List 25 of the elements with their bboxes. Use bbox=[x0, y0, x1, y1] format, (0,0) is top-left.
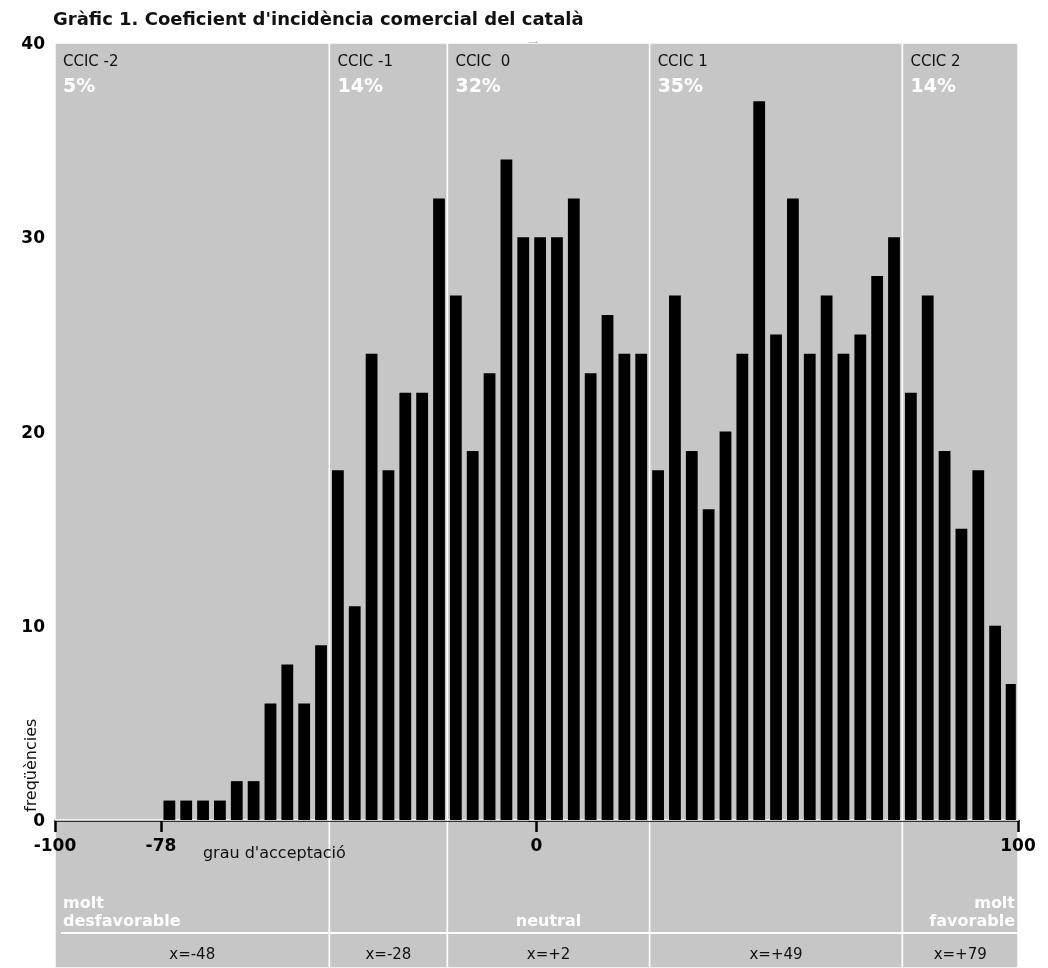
x-tick-label: -78 bbox=[145, 834, 177, 855]
text: x=+2 bbox=[526, 945, 571, 963]
text: molt desfavorable bbox=[63, 892, 181, 930]
text: molt favorable bbox=[929, 892, 1016, 930]
text: x=+49 bbox=[749, 945, 803, 963]
text: x=+79 bbox=[933, 945, 987, 963]
band-label: CCIC -1 14% bbox=[337, 51, 394, 96]
text: x=-28 bbox=[365, 945, 412, 963]
text: neutral bbox=[515, 910, 582, 930]
band-label: CCIC -2 5% bbox=[63, 51, 119, 96]
band-label: CCIC 1 35% bbox=[657, 51, 708, 96]
y-tick-label: 0 bbox=[33, 810, 46, 830]
x-tick-label: 100 bbox=[1000, 834, 1036, 855]
y-tick-label: 30 bbox=[21, 227, 46, 248]
band-label: CCIC 0 32% bbox=[455, 51, 511, 96]
chart-title: Gràfic 1. Coeficient d'incidència comercial del català bbox=[53, 7, 584, 29]
y-tick-label: 10 bbox=[21, 615, 46, 636]
y-axis-title: freqüències bbox=[20, 718, 40, 812]
x-tick-label: -100 bbox=[33, 834, 77, 855]
text: x=-48 bbox=[169, 945, 216, 963]
y-tick-label: 40 bbox=[21, 33, 46, 53]
band-label: CCIC 2 14% bbox=[910, 51, 961, 96]
y-tick-label: 20 bbox=[21, 421, 46, 442]
x-tick-label: 0 bbox=[530, 834, 543, 855]
x-axis-title: grau d'acceptació bbox=[202, 842, 346, 862]
